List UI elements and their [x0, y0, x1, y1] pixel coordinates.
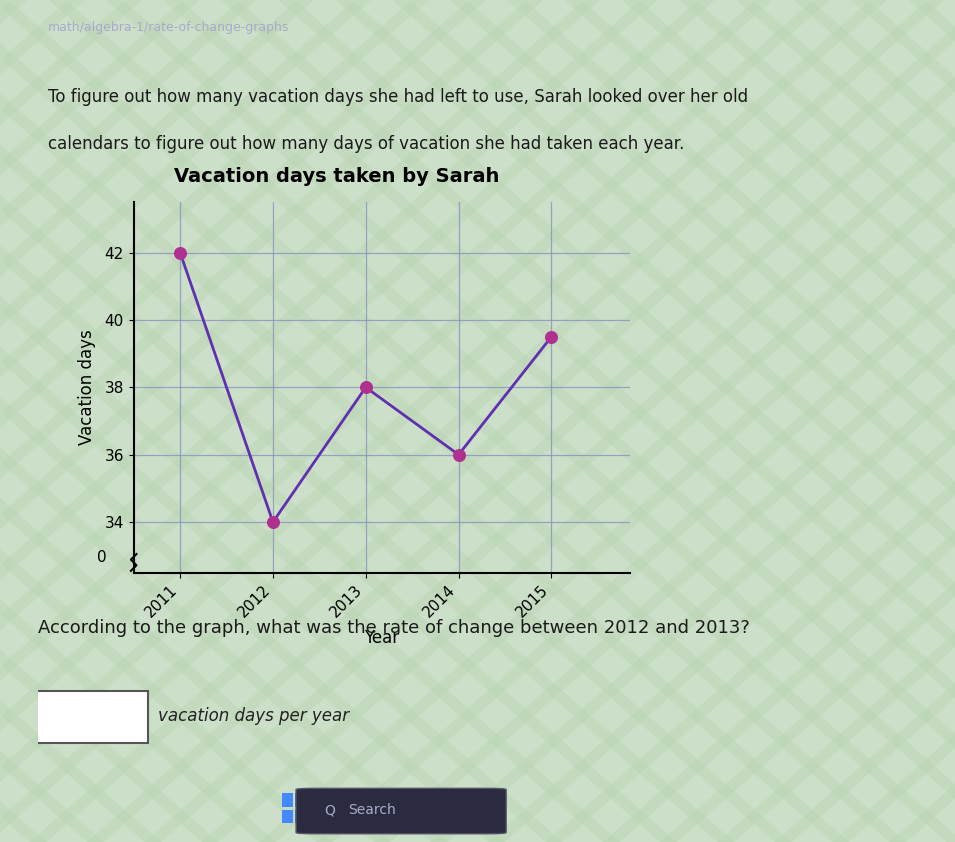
FancyBboxPatch shape: [296, 788, 506, 834]
Text: According to the graph, what was the rate of change between 2012 and 2013?: According to the graph, what was the rat…: [38, 619, 750, 637]
Point: [265, 515, 281, 529]
Text: calendars to figure out how many days of vacation she had taken each year.: calendars to figure out how many days of…: [48, 135, 684, 152]
Text: math/algebra-1/rate-of-change-graphs: math/algebra-1/rate-of-change-graphs: [48, 21, 289, 34]
Text: Q: Q: [325, 803, 335, 818]
Y-axis label: Vacation days: Vacation days: [78, 329, 96, 445]
Bar: [295, 810, 307, 823]
Bar: [282, 810, 293, 823]
Text: To figure out how many vacation days she had left to use, Sarah looked over her : To figure out how many vacation days she…: [48, 88, 748, 106]
Text: 0: 0: [96, 550, 106, 565]
Text: Vacation days taken by Sarah: Vacation days taken by Sarah: [174, 168, 499, 186]
Point: [451, 448, 466, 461]
Point: [358, 381, 373, 394]
Bar: [282, 793, 293, 807]
Text: Search: Search: [349, 803, 396, 818]
Bar: [295, 793, 307, 807]
Point: [543, 330, 559, 344]
Text: vacation days per year: vacation days per year: [158, 706, 349, 725]
Point: [173, 246, 188, 259]
X-axis label: Year: Year: [365, 628, 399, 647]
FancyBboxPatch shape: [33, 691, 148, 743]
